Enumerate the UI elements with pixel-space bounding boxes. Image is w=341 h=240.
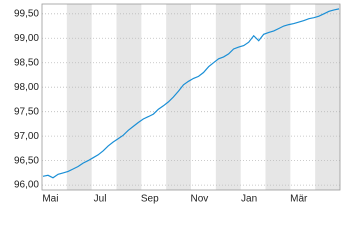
month-band <box>265 4 291 190</box>
chart: Mai Jul Sep Nov Jan Mär 96,00 96,50 97,00 97,50 98… <box>14 3 341 205</box>
month-band <box>166 4 191 190</box>
y-tick-label: 99,00 <box>14 33 39 44</box>
y-tick-label: 97,00 <box>14 131 39 142</box>
y-tick-label: 98,00 <box>14 82 39 93</box>
x-tick-label: Jul <box>94 194 107 205</box>
month-band <box>315 4 340 190</box>
x-tick-label: Sep <box>141 194 159 205</box>
price-line <box>42 8 340 179</box>
month-band <box>116 4 142 190</box>
x-tick-label: Jan <box>241 194 257 205</box>
month-band <box>66 4 92 190</box>
x-tick-label: Mai <box>42 194 58 205</box>
y-tick-label: 97,50 <box>14 106 39 117</box>
y-tick-label: 96,00 <box>14 180 39 191</box>
y-tick-label: 98,50 <box>14 57 39 68</box>
x-tick-label: Mär <box>290 194 308 205</box>
x-tick-label: Nov <box>191 194 209 205</box>
y-tick-label: 96,50 <box>14 155 39 166</box>
month-band <box>215 4 241 190</box>
y-tick-label: 99,50 <box>14 8 39 19</box>
plot-frame <box>41 3 341 191</box>
